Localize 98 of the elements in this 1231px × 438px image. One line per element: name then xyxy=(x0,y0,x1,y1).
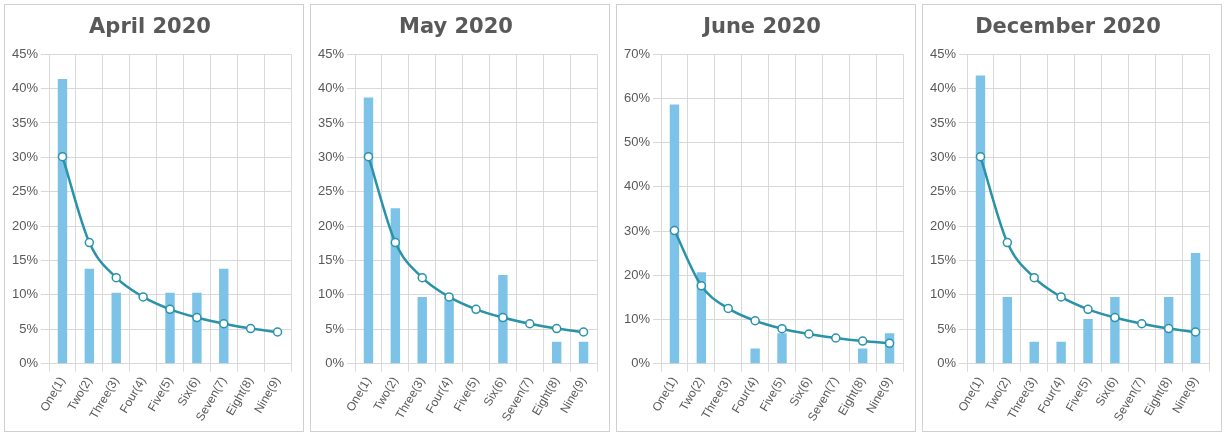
bar xyxy=(578,341,589,364)
point xyxy=(1163,323,1174,334)
point xyxy=(138,292,148,302)
y-tick-label: 40% xyxy=(929,80,957,96)
y-tick-label: 45% xyxy=(929,45,957,61)
chart-title: June 2020 xyxy=(701,14,821,39)
point xyxy=(1190,327,1201,337)
point xyxy=(390,237,401,248)
point xyxy=(750,316,760,326)
y-tick-label: 10% xyxy=(623,311,651,327)
y-tick-label: 60% xyxy=(623,89,651,105)
point xyxy=(471,304,481,315)
y-tick-label: 45% xyxy=(11,45,39,61)
point xyxy=(57,151,68,162)
bar xyxy=(417,296,427,364)
y-tick-label: 30% xyxy=(11,148,39,164)
bar xyxy=(57,78,68,364)
point xyxy=(578,327,589,337)
y-tick-label: 5% xyxy=(937,320,957,336)
point xyxy=(219,319,229,329)
bar xyxy=(84,268,95,364)
point xyxy=(272,327,283,337)
bar xyxy=(1083,318,1093,364)
y-tick-label: 50% xyxy=(623,134,651,150)
point xyxy=(669,225,680,236)
y-tick-label: 25% xyxy=(929,183,957,199)
bar xyxy=(551,341,562,364)
bar xyxy=(1056,341,1066,364)
bar xyxy=(750,348,760,364)
point xyxy=(111,272,121,283)
y-tick-label: 5% xyxy=(19,320,39,336)
chart-title: December 2020 xyxy=(975,14,1161,39)
point xyxy=(831,333,841,343)
y-tick-label: 10% xyxy=(11,286,39,302)
point xyxy=(975,151,986,162)
point xyxy=(551,323,562,334)
point xyxy=(363,151,374,162)
y-tick-label: 40% xyxy=(11,80,39,96)
point xyxy=(498,312,508,323)
point xyxy=(444,292,454,302)
chart-title: April 2020 xyxy=(89,14,211,39)
point xyxy=(165,304,175,315)
y-tick-label: 5% xyxy=(325,320,345,336)
point xyxy=(1056,292,1066,302)
bar xyxy=(390,208,401,364)
y-tick-label: 0% xyxy=(937,355,957,371)
y-tick-label: 40% xyxy=(623,178,651,194)
point xyxy=(804,329,814,339)
bar xyxy=(1029,341,1039,364)
bar xyxy=(111,292,121,364)
y-tick-label: 20% xyxy=(317,217,345,233)
y-tick-label: 0% xyxy=(325,355,345,371)
y-tick-label: 10% xyxy=(317,286,345,302)
y-tick-label: 25% xyxy=(317,183,345,199)
point xyxy=(777,323,787,334)
point xyxy=(84,237,95,248)
y-tick-label: 15% xyxy=(11,252,39,268)
y-tick-label: 15% xyxy=(929,252,957,268)
y-tick-label: 10% xyxy=(929,286,957,302)
point xyxy=(1137,319,1147,329)
y-tick-label: 0% xyxy=(631,355,651,371)
y-tick-label: 35% xyxy=(929,114,957,130)
y-tick-label: 30% xyxy=(623,222,651,238)
bar xyxy=(777,333,787,364)
y-tick-label: 15% xyxy=(317,252,345,268)
y-tick-label: 35% xyxy=(317,114,345,130)
bar xyxy=(165,292,175,364)
y-tick-label: 30% xyxy=(317,148,345,164)
point xyxy=(857,336,868,346)
y-tick-label: 20% xyxy=(623,266,651,282)
point xyxy=(1002,237,1013,248)
y-tick-label: 70% xyxy=(623,45,651,61)
bar xyxy=(219,268,229,364)
bar xyxy=(498,274,508,364)
point xyxy=(723,303,733,314)
bar xyxy=(975,75,986,364)
point xyxy=(245,323,256,334)
bar xyxy=(444,296,454,364)
point xyxy=(525,319,535,329)
y-tick-label: 20% xyxy=(929,217,957,233)
point xyxy=(884,338,895,349)
bar xyxy=(1002,296,1013,364)
y-tick-label: 0% xyxy=(19,355,39,371)
y-tick-label: 25% xyxy=(11,183,39,199)
bar xyxy=(857,348,868,364)
y-tick-label: 45% xyxy=(317,45,345,61)
y-tick-label: 20% xyxy=(11,217,39,233)
bar xyxy=(363,97,374,364)
bar xyxy=(669,104,680,364)
y-tick-label: 35% xyxy=(11,114,39,130)
y-tick-label: 30% xyxy=(929,148,957,164)
point xyxy=(1083,304,1093,315)
point xyxy=(696,281,707,291)
point xyxy=(1029,272,1039,283)
bar xyxy=(1190,252,1201,364)
chart-title: May 2020 xyxy=(399,14,513,39)
point xyxy=(417,272,427,283)
y-tick-label: 40% xyxy=(317,80,345,96)
